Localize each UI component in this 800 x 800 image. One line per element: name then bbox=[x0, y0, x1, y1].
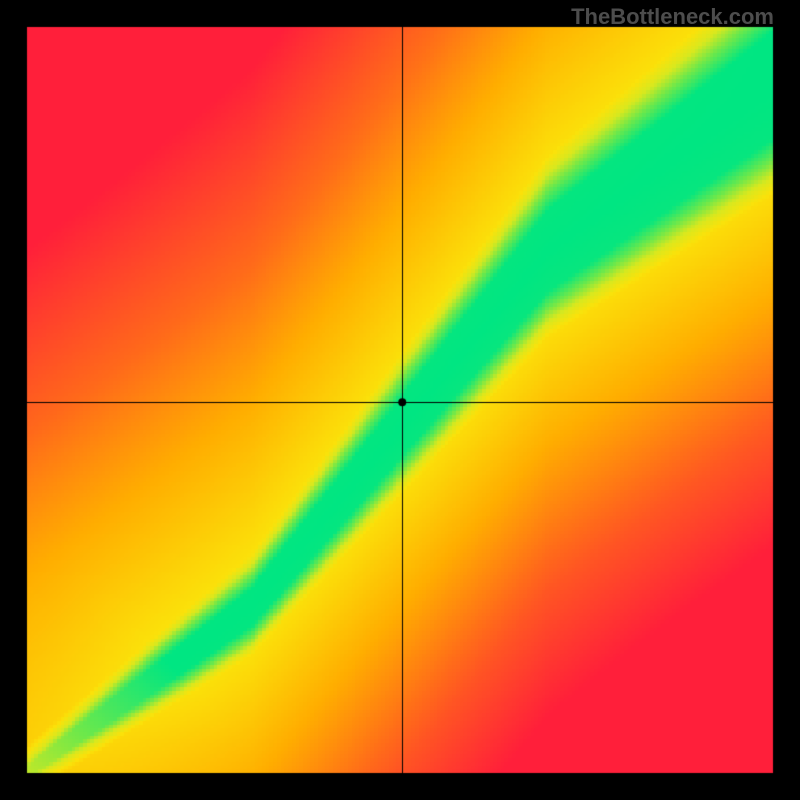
bottleneck-heatmap bbox=[0, 0, 800, 800]
watermark-text: TheBottleneck.com bbox=[571, 4, 774, 30]
chart-container: TheBottleneck.com bbox=[0, 0, 800, 800]
